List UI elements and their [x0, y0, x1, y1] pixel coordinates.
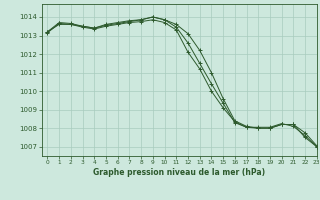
X-axis label: Graphe pression niveau de la mer (hPa): Graphe pression niveau de la mer (hPa) — [93, 168, 265, 177]
